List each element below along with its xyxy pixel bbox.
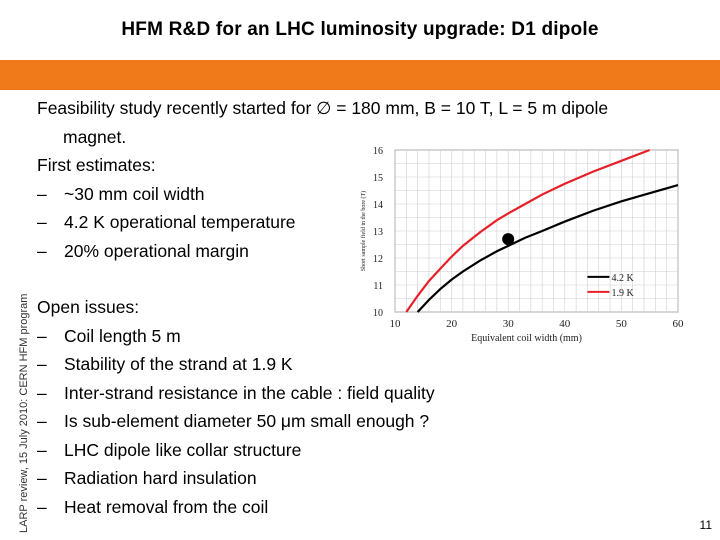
- y-tick-label: 12: [373, 254, 383, 265]
- issue-text: Coil length 5 m: [64, 325, 181, 346]
- slide-body: Feasibility study recently started for ∅…: [37, 94, 608, 521]
- estimate-text: 4.2 K operational temperature: [64, 212, 296, 232]
- issue-item: – Stability of the strand at 1.9 K: [37, 354, 293, 374]
- estimates-heading: First estimates:: [37, 155, 156, 175]
- issues-heading: Open issues:: [37, 297, 140, 317]
- y-tick-label: 13: [373, 227, 383, 238]
- operating-point-marker: [502, 233, 515, 246]
- estimate-text: 20% operational margin: [64, 240, 249, 261]
- x-tick-label: 30: [503, 318, 515, 330]
- x-tick-label: 10: [390, 318, 402, 330]
- y-tick-label: 11: [373, 281, 383, 292]
- legend-label: 1.9 K: [611, 288, 634, 299]
- issue-item: – Heat removal from the coil: [37, 496, 269, 517]
- estimate-item: –20% operational margin: [37, 240, 249, 261]
- slide-title: HFM R&D for an LHC luminosity upgrade: D…: [121, 19, 599, 40]
- y-tick-label: 15: [373, 173, 383, 184]
- issue-text: Inter-strand resistance in the cable : f…: [64, 382, 435, 403]
- x-axis-label: Equivalent coil width (mm): [471, 333, 582, 344]
- page-number: 11: [699, 518, 712, 532]
- intro-text-continued: magnet.: [63, 126, 127, 147]
- x-tick-label: 50: [616, 318, 628, 330]
- issue-text: Stability of the strand at 1.9 K: [64, 354, 293, 374]
- y-axis-label: Short sample field in the bore (T): [360, 191, 367, 271]
- intro-text: Feasibility study recently started for ∅…: [37, 98, 609, 118]
- y-tick-label: 16: [373, 146, 383, 157]
- series-line-1-9k: [405, 148, 651, 313]
- estimate-item: –4.2 K operational temperature: [37, 212, 296, 232]
- issue-item: – LHC dipole like collar structure: [37, 439, 302, 460]
- x-tick-label: 60: [673, 318, 685, 330]
- header-accent-bar: [0, 60, 720, 90]
- issue-text: LHC dipole like collar structure: [64, 439, 302, 460]
- y-tick-label: 14: [373, 200, 383, 211]
- issue-text: Heat removal from the coil: [64, 496, 269, 517]
- issue-item: – Inter-strand resistance in the cable : …: [37, 382, 435, 403]
- side-footer-label: LARP review, 15 July 2010: CERN HFM prog…: [18, 293, 30, 533]
- series-line-4-2k: [416, 184, 679, 313]
- issue-item: – Is sub-element diameter 50 μm small eno…: [37, 411, 430, 431]
- estimate-text: ~30 mm coil width: [64, 183, 205, 204]
- issue-item: – Radiation hard insulation: [37, 468, 257, 488]
- issue-text: Is sub-element diameter 50 μm small enou…: [64, 411, 430, 431]
- coil-width-field-chart: 10 20 30 40 50 60 10 11 12 13 14 15 16 Equivalent coi…: [360, 146, 685, 344]
- x-tick-label: 20: [446, 318, 458, 330]
- y-tick-label: 10: [373, 308, 383, 319]
- estimate-item: – ~30 mm coil width: [37, 183, 205, 204]
- issue-item: – Coil length 5 m: [37, 325, 181, 346]
- x-tick-label: 40: [559, 318, 571, 330]
- legend-label: 4.2 K: [611, 273, 634, 284]
- issue-text: Radiation hard insulation: [64, 468, 257, 488]
